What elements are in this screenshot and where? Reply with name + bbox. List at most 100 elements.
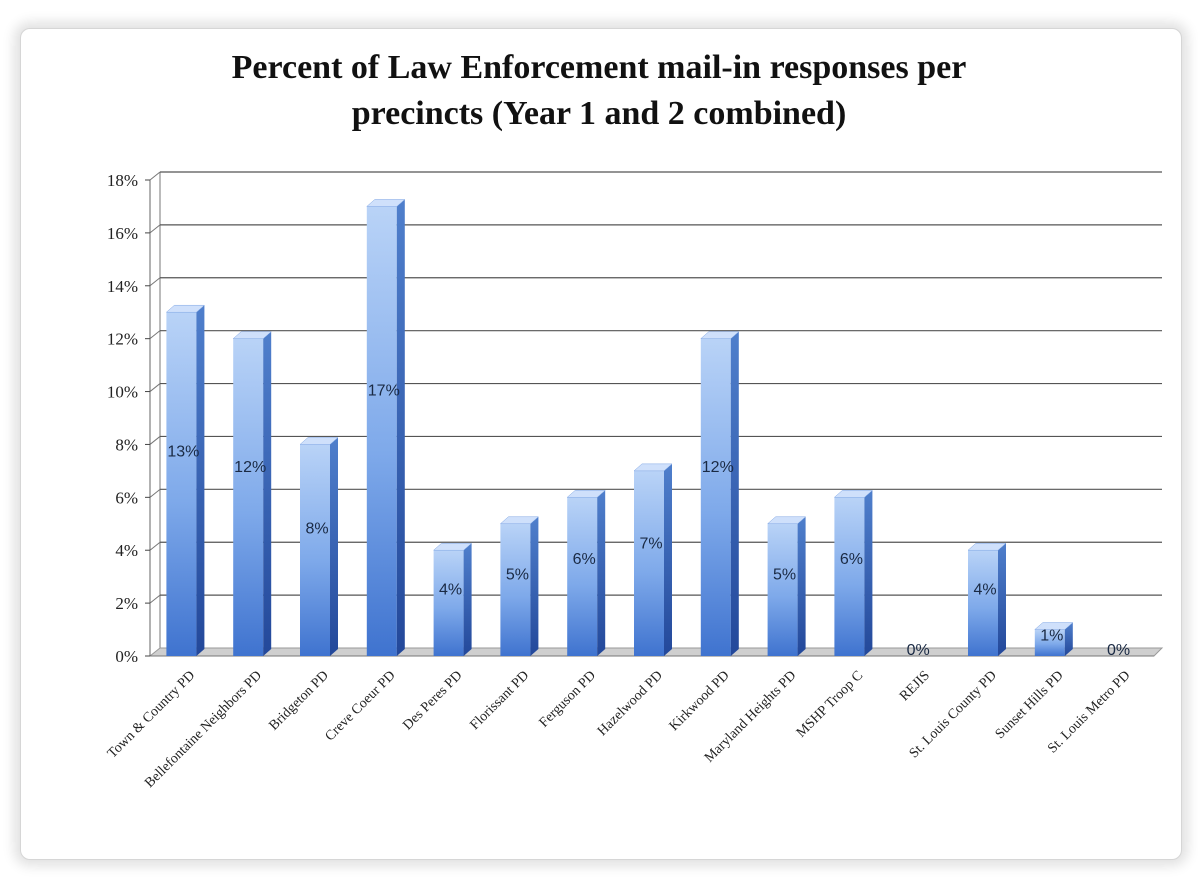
gridline-depth bbox=[149, 541, 161, 551]
gridline-depth bbox=[149, 383, 161, 392]
bar-top bbox=[432, 542, 473, 551]
bar bbox=[432, 542, 473, 656]
bar-front bbox=[166, 312, 197, 656]
chart-title: Percent of Law Enforcement mail-in respo… bbox=[0, 45, 1198, 137]
bar bbox=[499, 516, 540, 656]
bar-front bbox=[634, 470, 664, 656]
bar-front bbox=[500, 523, 531, 656]
data-label: 6% bbox=[840, 551, 863, 568]
bar bbox=[1034, 622, 1074, 656]
bar bbox=[366, 199, 406, 656]
bar-front bbox=[700, 338, 731, 656]
bar-side bbox=[730, 331, 739, 656]
y-tick-label: 18% bbox=[107, 171, 138, 190]
bar bbox=[833, 490, 874, 656]
bar bbox=[566, 490, 606, 656]
bar-top bbox=[499, 516, 540, 525]
y-tick-label: 14% bbox=[107, 277, 138, 296]
bar-side bbox=[463, 543, 472, 656]
bar-front bbox=[300, 444, 330, 656]
category-label: Ferguson PD bbox=[537, 668, 599, 730]
data-label: 17% bbox=[368, 382, 400, 399]
chart-card bbox=[20, 28, 1182, 860]
y-tick-label: 8% bbox=[115, 435, 138, 454]
data-label: 12% bbox=[702, 459, 734, 476]
chart-title-line-2: precincts (Year 1 and 2 combined) bbox=[351, 95, 847, 132]
bar-top bbox=[700, 331, 740, 339]
data-label: 13% bbox=[167, 444, 199, 461]
category-label: Sunset Hills PD bbox=[993, 668, 1067, 742]
data-label: 4% bbox=[973, 582, 996, 599]
bar-side bbox=[1064, 622, 1073, 656]
bar-side bbox=[530, 516, 539, 656]
gridline-depth bbox=[149, 277, 161, 287]
bar-top bbox=[165, 304, 206, 313]
category-label: MSHP Troop C bbox=[794, 668, 866, 740]
data-label: 5% bbox=[773, 566, 796, 583]
bar-top bbox=[1034, 622, 1074, 630]
bar-side bbox=[330, 437, 338, 656]
y-tick-label: 2% bbox=[115, 594, 138, 613]
gridline-depth bbox=[149, 224, 161, 234]
bar bbox=[700, 331, 740, 656]
bar-top bbox=[232, 331, 272, 339]
bar-side bbox=[797, 516, 806, 656]
y-tick-label: 6% bbox=[115, 488, 138, 507]
bar-front bbox=[1034, 629, 1065, 656]
data-label: 12% bbox=[234, 459, 266, 476]
chart-title-line-1: Percent of Law Enforcement mail-in respo… bbox=[231, 49, 967, 86]
category-label: REJIS bbox=[897, 668, 933, 704]
y-tick-label: 16% bbox=[107, 224, 138, 243]
y-tick-label: 12% bbox=[107, 330, 138, 349]
bar-front bbox=[233, 338, 264, 656]
bar-side bbox=[597, 490, 606, 656]
gridline-depth bbox=[149, 488, 161, 498]
bar-top bbox=[299, 437, 339, 445]
data-label: 7% bbox=[639, 536, 662, 553]
category-label: Kirkwood PD bbox=[667, 668, 733, 734]
data-label: 5% bbox=[506, 566, 529, 583]
data-label: 8% bbox=[305, 520, 328, 537]
bar-front bbox=[366, 206, 397, 656]
data-label: 4% bbox=[439, 582, 462, 599]
bar bbox=[633, 463, 673, 656]
bar-side bbox=[263, 331, 272, 656]
bar-side bbox=[864, 490, 873, 656]
bar bbox=[967, 542, 1007, 656]
gridline-depth bbox=[149, 594, 161, 604]
y-tick-label: 10% bbox=[107, 383, 138, 402]
gridline-depth bbox=[149, 171, 161, 181]
data-labels: 13% 12% 8% 17% 4% 5% 6% 7% 12% 5% 6% 0% 4% 1% 0% bbox=[167, 382, 1130, 659]
bar-top bbox=[766, 516, 807, 525]
category-label: Des Peres PD bbox=[400, 668, 465, 733]
data-label: 6% bbox=[573, 551, 596, 568]
bar bbox=[299, 437, 339, 656]
bar-top bbox=[833, 490, 874, 498]
bars bbox=[165, 199, 1074, 656]
category-label: Florissant PD bbox=[467, 668, 532, 733]
gridline-depth bbox=[149, 330, 161, 340]
bar bbox=[165, 304, 206, 656]
data-label: 0% bbox=[907, 642, 930, 659]
category-label: Bellefontaine Neighbors PD bbox=[142, 668, 265, 791]
bar-side bbox=[196, 305, 205, 656]
category-label: Hazelwood PD bbox=[595, 668, 666, 739]
data-label: 1% bbox=[1040, 628, 1063, 645]
bar bbox=[232, 331, 272, 656]
bar bbox=[766, 516, 807, 656]
y-axis-ticks: 0% 2% 4% 6% 8% 10% 12% 14% 16% 18% bbox=[107, 171, 150, 666]
y-tick-label: 4% bbox=[115, 541, 138, 560]
bar-front bbox=[433, 550, 464, 656]
bar-side bbox=[998, 543, 1006, 656]
y-tick-label: 0% bbox=[115, 647, 138, 666]
bar-top bbox=[366, 199, 406, 207]
data-label: 0% bbox=[1107, 642, 1130, 659]
bar-side bbox=[664, 463, 672, 656]
bar-front bbox=[567, 497, 598, 656]
bar-top bbox=[566, 490, 606, 498]
category-label: Creve Coeur PD bbox=[323, 668, 399, 744]
bar-front bbox=[968, 550, 998, 656]
